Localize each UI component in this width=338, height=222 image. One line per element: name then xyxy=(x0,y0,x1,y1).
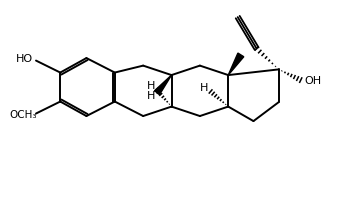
Text: HO: HO xyxy=(16,54,33,64)
Text: OH: OH xyxy=(305,76,322,86)
Text: OCH₃: OCH₃ xyxy=(9,110,37,120)
Polygon shape xyxy=(228,53,244,75)
Polygon shape xyxy=(154,75,171,95)
Text: H: H xyxy=(147,81,155,91)
Text: H: H xyxy=(147,91,155,101)
Text: H: H xyxy=(200,83,209,93)
